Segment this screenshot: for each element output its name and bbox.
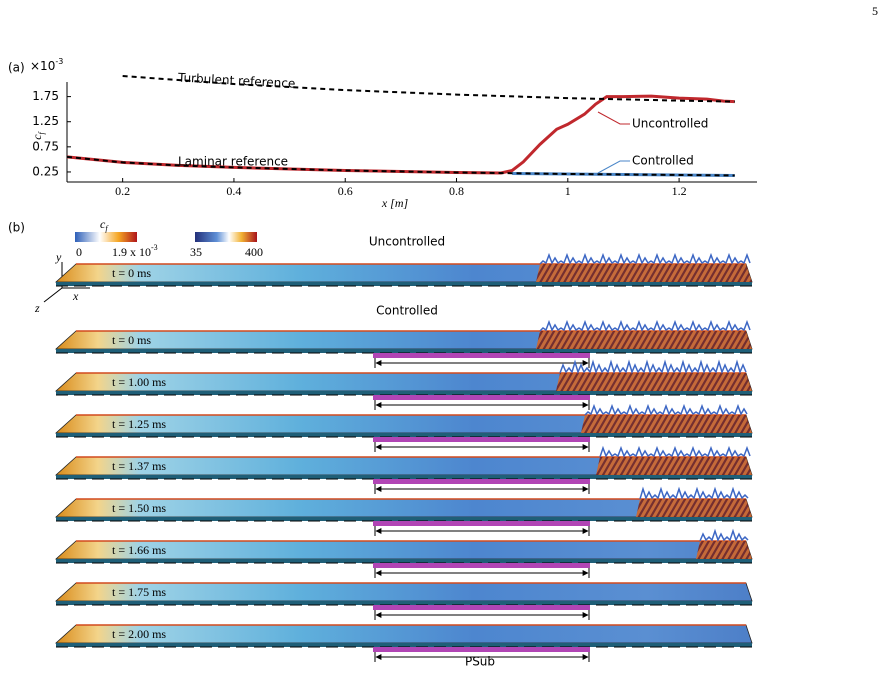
series-annotation: Laminar reference	[178, 155, 288, 169]
x-tick-label: 1	[565, 184, 571, 198]
colorbar-tick-label: 1.9 x 10-3	[112, 243, 158, 259]
time-label: t = 0 ms	[112, 333, 151, 347]
colorbar-tick-label-main: 1.9 x 10	[112, 245, 151, 259]
actuator	[373, 437, 590, 442]
data-line	[122, 75, 735, 103]
colorbar-tick-label-sup: -3	[151, 243, 158, 252]
actuator	[373, 563, 590, 568]
y-multiplier: ×10-3	[30, 57, 63, 73]
turbulent-region	[696, 541, 752, 559]
x-tick-label: 1.2	[672, 184, 687, 198]
series-annotation: Controlled	[632, 154, 694, 168]
actuator	[373, 647, 590, 652]
plate-side	[56, 391, 752, 395]
plate-side	[56, 559, 752, 563]
x-axis-label: x [m]	[381, 196, 409, 210]
region-label: PSub	[465, 655, 495, 669]
plate-side	[56, 349, 752, 353]
page-number: 5	[872, 4, 878, 18]
actuator	[373, 479, 590, 484]
turbulent-region	[556, 373, 752, 391]
x-tick-label: 0.4	[226, 184, 241, 198]
y-axis-label-main: c	[30, 134, 44, 140]
x-tick-label: 0.8	[449, 184, 464, 198]
colorbar-title: cf	[100, 217, 109, 233]
data-line	[66, 94, 735, 175]
turbulent-fringe	[559, 359, 747, 375]
time-label: t = 1.66 ms	[112, 543, 166, 557]
actuator	[373, 605, 590, 610]
colorbar-tick-label: 35	[190, 245, 202, 259]
time-label: t = 2.00 ms	[112, 627, 166, 641]
colorbar-tick-label: 0	[76, 245, 82, 259]
panel-label: (b)	[8, 221, 25, 235]
data-line	[66, 155, 735, 177]
plate-side	[56, 643, 752, 647]
y-tick-label: 0.25	[32, 164, 59, 178]
axis-label: x	[72, 289, 79, 303]
colorbar-title-main: c	[100, 217, 106, 231]
axis-arrow	[43, 287, 63, 303]
colorbar	[75, 232, 137, 242]
time-label: t = 1.75 ms	[112, 585, 166, 599]
time-label: t = 1.50 ms	[112, 501, 166, 515]
turbulent-fringe	[599, 445, 751, 458]
y-tick-label: 1.25	[32, 114, 59, 128]
y-tick-label: 0.75	[32, 139, 59, 153]
actuator	[373, 353, 590, 358]
panel-title: Uncontrolled	[369, 235, 445, 249]
time-label: t = 0 ms	[112, 266, 151, 280]
turbulent-region	[536, 264, 752, 282]
turbulent-fringe	[539, 252, 751, 265]
colorbar	[195, 232, 257, 242]
turbulent-fringe	[699, 528, 749, 542]
y-multiplier-main: ×10	[30, 59, 55, 73]
x-tick-label: 0.6	[338, 184, 353, 198]
plate-side	[56, 282, 752, 286]
turbulent-fringe	[539, 319, 751, 332]
colorbar-title-sub: f	[105, 224, 109, 233]
y-tick-label: 1.75	[32, 89, 59, 103]
annotation-leader	[597, 160, 630, 174]
turbulent-region	[536, 331, 752, 349]
panel-label: (a)	[8, 61, 25, 75]
turbulent-region	[596, 457, 752, 475]
plate-side	[56, 601, 752, 605]
axis-label: z	[34, 301, 40, 315]
actuator	[373, 395, 590, 400]
time-label: t = 1.00 ms	[112, 375, 166, 389]
time-label: t = 1.25 ms	[112, 417, 166, 431]
axis-label: y	[55, 250, 62, 264]
panel-title: Controlled	[376, 304, 438, 318]
turbulent-region	[636, 499, 752, 517]
series-annotation: Turbulent reference	[177, 70, 296, 90]
plate-side	[56, 433, 752, 437]
y-axis-label: cf	[30, 130, 46, 139]
y-multiplier-sup: -3	[55, 57, 63, 66]
turbulent-region	[581, 415, 752, 433]
plate-side	[56, 475, 752, 479]
x-tick-label: 0.2	[115, 184, 130, 198]
plate-side	[56, 517, 752, 521]
turbulent-fringe	[639, 486, 749, 500]
annotation-leader	[597, 111, 630, 125]
y-axis-label-sub: f	[37, 130, 46, 134]
series-annotation: Uncontrolled	[632, 117, 708, 131]
colorbar-tick-label: 400	[245, 245, 263, 259]
turbulent-fringe	[584, 403, 748, 416]
time-label: t = 1.37 ms	[112, 459, 166, 473]
actuator	[373, 521, 590, 526]
